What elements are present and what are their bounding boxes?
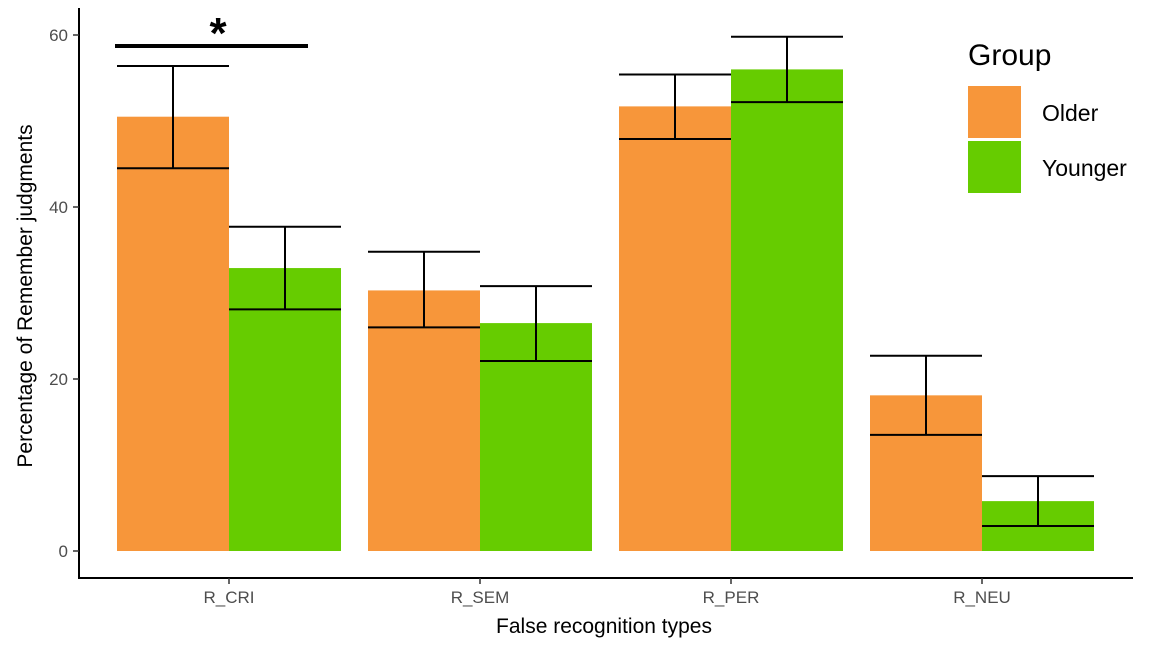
errorbar-younger-r_per bbox=[731, 35, 843, 104]
bar-older-r_sem bbox=[368, 290, 480, 551]
errorbar-younger-r_sem bbox=[480, 285, 592, 362]
x-tick-label: R_NEU bbox=[953, 588, 1011, 607]
errorbar-older-r_cri bbox=[117, 64, 229, 170]
legend-label-older: Older bbox=[1042, 100, 1099, 126]
errorbars-layer bbox=[117, 35, 1094, 528]
errorbar-older-r_per bbox=[619, 73, 731, 141]
legend-items: Older Younger bbox=[968, 86, 1127, 193]
y-tick-label: 60 bbox=[49, 26, 68, 45]
legend-key-older bbox=[968, 86, 1021, 138]
x-tick-label: R_PER bbox=[703, 588, 760, 607]
bar-younger-r_cri bbox=[229, 268, 341, 551]
errorbar-older-r_sem bbox=[368, 250, 480, 329]
legend-label-younger: Younger bbox=[1042, 155, 1127, 181]
legend-title: Group bbox=[968, 39, 1051, 72]
bar-younger-r_per bbox=[731, 69, 843, 552]
y-tick-label: 40 bbox=[49, 198, 68, 217]
errorbar-older-r_neu bbox=[870, 354, 982, 436]
x-axis-title: False recognition types bbox=[496, 615, 712, 638]
y-tick-label: 20 bbox=[49, 370, 68, 389]
errorbar-younger-r_cri bbox=[229, 225, 341, 311]
errorbar-younger-r_neu bbox=[982, 475, 1094, 528]
legend: Group Older Younger bbox=[968, 39, 1127, 193]
bar-older-r_per bbox=[619, 106, 731, 551]
bar-older-r_cri bbox=[117, 116, 229, 551]
significance-annotation: * bbox=[115, 9, 308, 58]
x-tick-label: R_CRI bbox=[203, 588, 254, 607]
y-ticks: 0 20 40 60 bbox=[49, 26, 79, 561]
x-ticks: R_CRI R_SEM R_PER R_NEU bbox=[203, 578, 1011, 607]
significance-star: * bbox=[209, 9, 227, 58]
legend-key-younger bbox=[968, 141, 1021, 193]
x-tick-label: R_SEM bbox=[451, 588, 510, 607]
y-tick-label: 0 bbox=[59, 542, 68, 561]
y-axis-title: Percentage of Remember judgments bbox=[14, 124, 37, 467]
